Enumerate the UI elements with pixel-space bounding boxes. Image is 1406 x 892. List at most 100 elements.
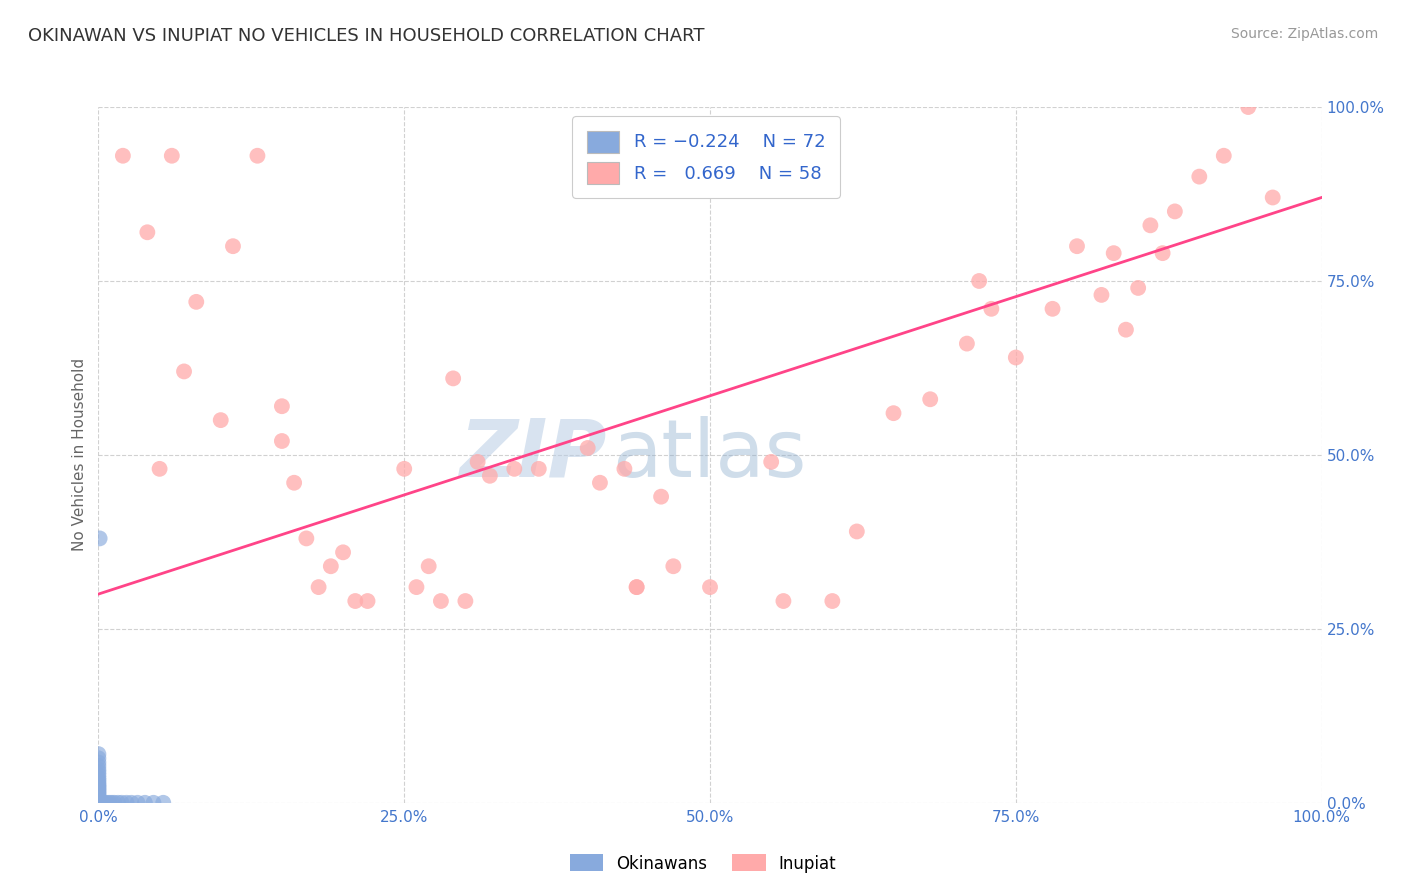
Point (1212, 149, 1234, 163)
Point (98, 796, 121, 810)
Point (662, 559, 685, 574)
Point (87, 772, 110, 787)
Point (87, 796, 110, 810)
Point (87, 796, 110, 810)
Point (1188, 169, 1211, 184)
Point (87, 796, 110, 810)
Text: atlas: atlas (612, 416, 807, 494)
Point (1115, 323, 1137, 337)
Point (87, 794, 110, 808)
Point (91, 796, 114, 810)
Point (87, 781, 110, 796)
Point (1261, 190, 1284, 204)
Point (87, 778, 110, 792)
Text: OKINAWAN VS INUPIAT NO VEHICLES IN HOUSEHOLD CORRELATION CHART: OKINAWAN VS INUPIAT NO VEHICLES IN HOUSE… (28, 27, 704, 45)
Point (87, 756, 110, 770)
Point (101, 796, 124, 810)
Point (527, 462, 550, 476)
Point (87, 796, 110, 810)
Point (441, 371, 464, 385)
Point (87, 747, 110, 761)
Point (1042, 301, 1064, 316)
Point (283, 475, 305, 490)
Point (87, 791, 110, 805)
Point (1102, 246, 1125, 260)
Point (87, 784, 110, 798)
Point (845, 524, 868, 539)
Point (87, 796, 110, 810)
Point (699, 580, 721, 594)
Point (142, 796, 165, 810)
Point (89, 532, 111, 546)
Point (1237, 100, 1260, 114)
Point (87, 796, 110, 810)
Point (650, 490, 672, 504)
Text: ZIP: ZIP (458, 416, 606, 494)
Point (1066, 239, 1088, 253)
Point (1090, 288, 1112, 302)
Point (589, 475, 612, 490)
Point (87, 792, 110, 806)
Point (120, 796, 142, 810)
Point (87, 796, 110, 810)
Point (332, 545, 354, 559)
Point (87, 796, 110, 810)
Point (87, 796, 110, 810)
Point (87, 796, 110, 810)
Point (87, 796, 110, 810)
Point (87, 796, 110, 810)
Point (111, 796, 134, 810)
Point (883, 406, 905, 420)
Point (87, 796, 110, 810)
Point (308, 580, 330, 594)
Point (87, 796, 110, 810)
Point (1139, 219, 1161, 233)
Point (87, 796, 110, 810)
Point (87, 796, 110, 810)
Point (87, 775, 110, 789)
Point (87, 796, 110, 810)
Point (87, 780, 110, 794)
Point (270, 399, 294, 413)
Point (87, 763, 110, 777)
Point (1004, 351, 1026, 365)
Point (87, 796, 110, 810)
Point (956, 336, 979, 351)
Point (503, 462, 526, 476)
Point (980, 301, 1002, 316)
Point (270, 434, 294, 448)
Point (87, 768, 110, 782)
Point (87, 796, 110, 810)
Point (173, 364, 195, 378)
Legend: R = −0.224    N = 72, R =   0.669    N = 58: R = −0.224 N = 72, R = 0.669 N = 58 (572, 116, 839, 198)
Point (626, 580, 648, 594)
Point (246, 149, 269, 163)
Point (344, 594, 367, 608)
Point (87, 796, 110, 810)
Point (87, 782, 110, 797)
Point (319, 559, 342, 574)
Point (149, 462, 172, 476)
Point (405, 580, 427, 594)
Point (478, 468, 501, 483)
Point (134, 796, 156, 810)
Point (91, 796, 114, 810)
Point (772, 594, 794, 608)
Point (626, 580, 648, 594)
Point (87, 777, 110, 791)
Point (87, 759, 110, 773)
Legend: Okinawans, Inupiat: Okinawans, Inupiat (562, 847, 844, 880)
Point (467, 455, 489, 469)
Point (209, 413, 232, 427)
Point (1128, 281, 1150, 295)
Point (87, 788, 110, 802)
Point (87, 765, 110, 780)
Y-axis label: No Vehicles in Household: No Vehicles in Household (72, 359, 87, 551)
Point (152, 796, 174, 810)
Point (454, 594, 477, 608)
Point (392, 462, 416, 476)
Point (87, 796, 110, 810)
Point (87, 787, 110, 801)
Text: Source: ZipAtlas.com: Source: ZipAtlas.com (1230, 27, 1378, 41)
Point (87, 796, 110, 810)
